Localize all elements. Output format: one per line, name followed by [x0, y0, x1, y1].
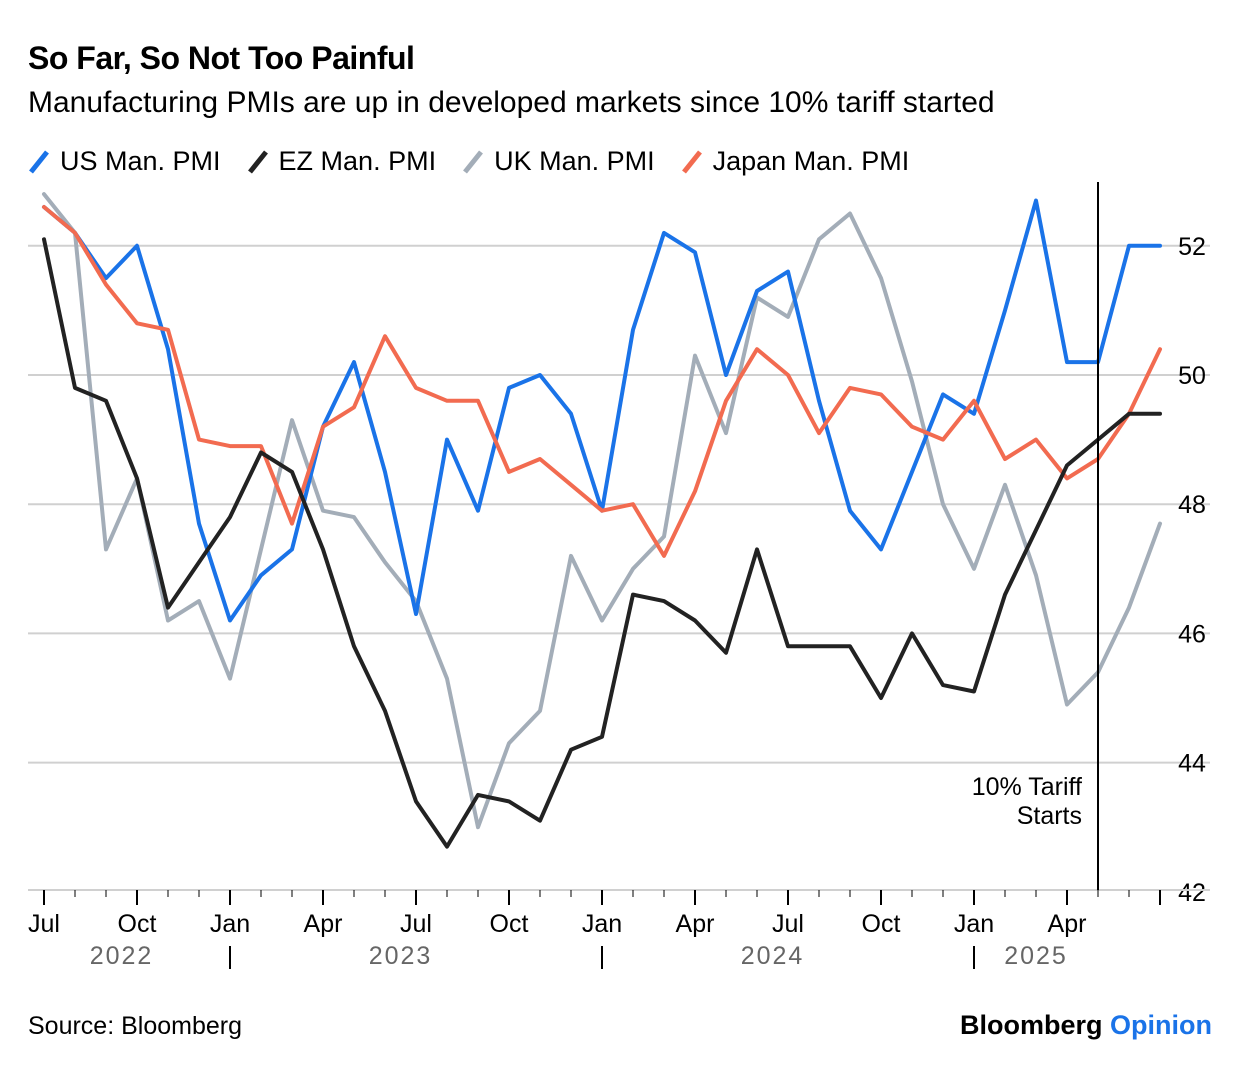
x-tick-label-3: Apr: [304, 910, 343, 938]
y-tick-label-52: 52: [1178, 233, 1206, 261]
x-tick-label-2: Jan: [210, 910, 250, 938]
x-tick-label-5: Oct: [490, 910, 529, 938]
annotation-line2: Starts: [1017, 802, 1082, 830]
brand-bloomberg: Bloomberg: [960, 1010, 1103, 1040]
year-label-2025: 2025: [1004, 942, 1068, 970]
year-label-2023: 2023: [369, 942, 433, 970]
y-axis-labels: 52 50 48 46 44 42: [1178, 233, 1206, 907]
x-tick-label-8: Jul: [772, 910, 804, 938]
year-label-2024: 2024: [741, 942, 805, 970]
y-tick-label-50: 50: [1178, 362, 1206, 390]
x-tick-label-7: Apr: [676, 910, 715, 938]
brand-logo: Bloomberg Opinion: [960, 1010, 1212, 1041]
gridlines: [28, 246, 1210, 763]
y-tick-label-42: 42: [1178, 879, 1206, 907]
x-tick-label-1: Oct: [118, 910, 157, 938]
y-tick-label-44: 44: [1178, 750, 1206, 778]
source-note: Source: Bloomberg: [28, 1012, 242, 1041]
x-tick-label-11: Apr: [1048, 910, 1087, 938]
x-tick-label-4: Jul: [400, 910, 432, 938]
line-chart: 525048464442 Jul Oct Jan Apr Jul Oct Jan Apr Jul…: [0, 0, 1240, 1068]
series-lines: [44, 194, 1160, 847]
x-tick-label-10: Jan: [954, 910, 994, 938]
x-axis: Jul Oct Jan Apr Jul Oct Jan Apr Jul Oct Jan Apr 2022…: [28, 890, 1210, 970]
year-label-2022: 2022: [90, 942, 154, 970]
series-line-ez-man-pmi: [44, 239, 1160, 846]
brand-opinion: Opinion: [1110, 1010, 1212, 1040]
x-tick-label-9: Oct: [862, 910, 901, 938]
annotation-line1: 10% Tariff: [972, 773, 1082, 801]
series-line-us-man-pmi: [44, 201, 1160, 621]
x-tick-label-0: Jul: [28, 910, 60, 938]
y-tick-label-46: 46: [1178, 620, 1206, 648]
x-tick-label-6: Jan: [582, 910, 622, 938]
y-tick-label-48: 48: [1178, 491, 1206, 519]
